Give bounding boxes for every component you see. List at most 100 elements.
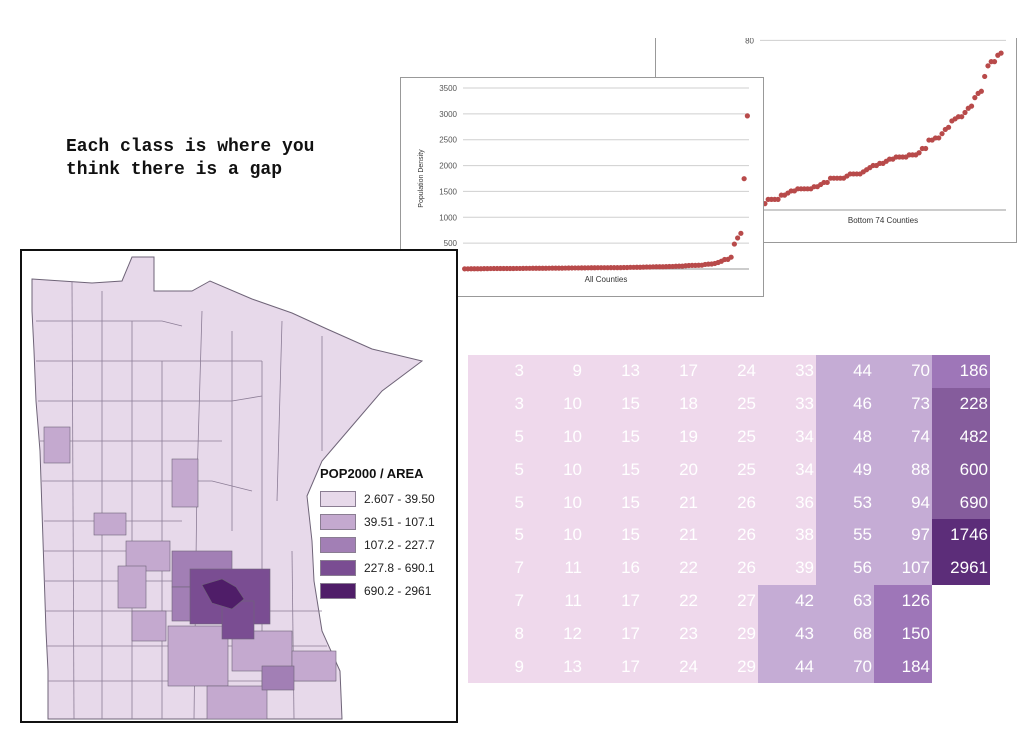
table-cell: 63 (816, 584, 874, 618)
table-cell: 70 (816, 650, 874, 683)
table-cell: 13 (584, 355, 642, 388)
table-cell: 34 (758, 420, 816, 454)
y-tick-label: 80 (745, 38, 754, 45)
data-point (741, 176, 747, 182)
table-cell: 15 (584, 420, 642, 454)
table-cell: 17 (584, 584, 642, 618)
data-point (946, 124, 952, 130)
legend-swatch (320, 536, 356, 553)
table-cell: 18 (642, 387, 700, 421)
table-cell: 25 (700, 387, 758, 421)
table-cell: 48 (816, 420, 874, 454)
legend-item: 690.2 - 2961 (320, 579, 435, 602)
table-cell: 68 (816, 617, 874, 651)
y-tick-label: 1500 (439, 187, 457, 196)
table-cell: 38 (758, 519, 816, 552)
county-class-2 (167, 625, 229, 687)
table-cell: 7 (468, 584, 526, 618)
caption-line-2: think there is a gap (66, 160, 283, 180)
table-cell: 126 (874, 584, 932, 618)
y-tick-label: 3500 (439, 84, 457, 93)
table-cell: 29 (700, 617, 758, 651)
table-cell: 482 (932, 420, 990, 454)
county-class-2 (125, 540, 171, 572)
table-cell: 39 (758, 551, 816, 585)
table-cell: 56 (816, 551, 874, 585)
table-cell: 25 (700, 420, 758, 454)
table-cell: 10 (526, 420, 584, 454)
y-tick-label: 1000 (439, 213, 457, 222)
county-class-2 (171, 458, 199, 508)
legend-title: POP2000 / AREA (320, 466, 424, 481)
table-cell: 49 (816, 453, 874, 487)
data-point (968, 103, 975, 109)
table-cell: 42 (758, 584, 816, 618)
data-point (735, 235, 741, 241)
data-point (936, 135, 942, 141)
data-point (731, 241, 737, 247)
table-cell: 8 (468, 617, 526, 651)
county-class-5 (201, 578, 245, 610)
data-point (985, 63, 991, 69)
table-cell: 53 (816, 486, 874, 519)
y-tick-label: 2500 (439, 136, 457, 145)
table-cell: 73 (874, 387, 932, 421)
legend-label: 107.2 - 227.7 (364, 537, 435, 552)
table-cell: 16 (584, 551, 642, 585)
county-class-2 (291, 650, 337, 682)
table-cell: 11 (526, 551, 584, 585)
table-cell: 12 (526, 617, 584, 651)
table-cell: 88 (874, 453, 932, 487)
table-cell: 22 (642, 551, 700, 585)
table-cell: 107 (874, 551, 932, 585)
legend-label: 39.51 - 107.1 (364, 514, 435, 529)
data-point (962, 109, 968, 116)
legend-item: 2.607 - 39.50 (320, 487, 435, 510)
data-point (991, 59, 998, 65)
table-cell: 5 (468, 453, 526, 487)
table-cell: 27 (700, 584, 758, 618)
minnesota-county-map (31, 256, 424, 720)
data-point (982, 73, 988, 80)
table-cell: 150 (874, 617, 932, 651)
data-point (775, 196, 781, 202)
table-cell: 10 (526, 519, 584, 552)
table-cell: 5 (468, 486, 526, 519)
legend-item: 39.51 - 107.1 (320, 510, 435, 533)
table-cell: 3 (468, 387, 526, 421)
table-cell: 17 (642, 355, 700, 388)
table-cell: 19 (642, 420, 700, 454)
table-cell: 17 (584, 617, 642, 651)
table-cell: 29 (700, 650, 758, 683)
legend-label: 2.607 - 39.50 (364, 491, 435, 506)
data-point (998, 50, 1004, 56)
legend-item: 107.2 - 227.7 (320, 533, 435, 556)
data-point (939, 131, 945, 137)
all-counties-chart: 500 1000 1500 2000 2500 3000 3500 All Counties P… (400, 77, 764, 297)
x-axis-label: Bottom 74 Counties (848, 216, 918, 225)
table-cell: 15 (584, 387, 642, 421)
table-cell: 2961 (932, 551, 990, 585)
county-class-2 (43, 426, 71, 464)
table-cell: 26 (700, 519, 758, 552)
table-cell: 94 (874, 486, 932, 519)
table-cell: 10 (526, 453, 584, 487)
y-tick-label: 2000 (439, 162, 457, 171)
data-point (916, 150, 922, 156)
table-cell: 1746 (932, 519, 990, 552)
table-cell: 22 (642, 584, 700, 618)
table-cell: 9 (526, 355, 584, 388)
county-class-3 (261, 665, 295, 691)
county-class-2 (93, 512, 127, 536)
table-cell: 74 (874, 420, 932, 454)
caption-line-1: Each class is where you (66, 137, 315, 157)
legend-label: 227.8 - 690.1 (364, 560, 435, 575)
data-point (959, 114, 965, 120)
county-class-2 (131, 610, 167, 642)
table-cell: 33 (758, 355, 816, 388)
legend-swatch (320, 490, 356, 507)
x-axis-label: All Counties (585, 275, 628, 284)
legend-rows: 2.607 - 39.50 39.51 - 107.1 107.2 - 227.7 2… (320, 487, 435, 602)
table-cell: 44 (758, 650, 816, 683)
